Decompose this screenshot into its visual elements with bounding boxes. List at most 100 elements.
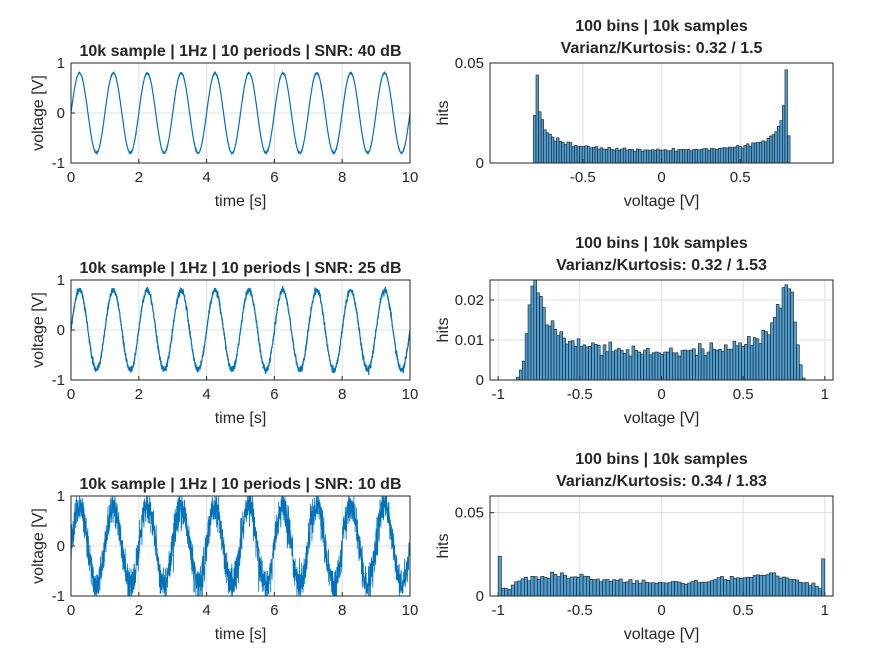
histogram-bar: [556, 335, 561, 380]
histogram-bar: [625, 581, 630, 596]
histogram-bar: [579, 346, 584, 380]
histogram-bar: [530, 576, 535, 596]
histogram-bar: [744, 344, 748, 380]
histogram-bar: [501, 587, 505, 596]
histogram-bar: [723, 579, 728, 596]
x-tick-label: 10: [402, 602, 419, 619]
histogram-bar: [618, 578, 623, 596]
histogram-bar: [635, 580, 639, 596]
y-axis-label: hits: [435, 318, 452, 343]
histogram-bar: [677, 581, 682, 596]
histogram-bar: [568, 340, 572, 380]
histogram-bar: [605, 579, 610, 596]
histogram-bar: [523, 576, 528, 596]
histogram-bar: [559, 331, 563, 380]
histogram-bar: [664, 582, 669, 596]
histogram-bar: [729, 348, 734, 380]
chart-title-line-2: Varianz/Kurtosis: 0.32 / 1.53: [556, 257, 767, 274]
y-axis-label: voltage [V]: [30, 292, 47, 368]
histogram-bar: [674, 581, 679, 596]
histogram-bar: [771, 134, 775, 163]
histogram-bar: [635, 148, 639, 163]
histogram-bars: [516, 280, 806, 380]
x-tick-label: 0: [657, 386, 665, 403]
histogram-bar: [693, 580, 698, 596]
histogram-bar: [720, 147, 724, 163]
histogram-bar: [566, 141, 570, 163]
histogram-bar: [573, 346, 578, 380]
histogram-bar: [680, 350, 685, 380]
histogram-bar: [527, 304, 532, 380]
histogram-bar: [630, 149, 634, 163]
histogram-bar: [715, 149, 719, 163]
histogram-bar: [817, 588, 822, 596]
histogram-bar: [551, 136, 555, 163]
histogram-bar: [631, 345, 636, 380]
chart-title-line-2: Varianz/Kurtosis: 0.32 / 1.5: [561, 40, 763, 57]
y-tick-label: 0: [57, 322, 65, 339]
histogram-bar: [641, 579, 646, 596]
histogram-bar: [536, 292, 540, 380]
histogram-bar: [520, 578, 525, 596]
histogram-bar: [698, 343, 702, 380]
histogram-bar: [717, 148, 722, 163]
histogram-bar: [767, 334, 771, 380]
subplot-6: -1 -0.5 0 0.5 1 0 0.05 voltage [V] hits 100 bins …: [435, 451, 834, 643]
histogram-bar: [602, 148, 606, 163]
histogram-bar: [604, 148, 609, 163]
histogram-bar: [721, 350, 725, 380]
histogram-bar: [546, 578, 551, 596]
histogram-bar: [793, 321, 797, 380]
histogram-bar: [615, 148, 619, 163]
histogram-bar: [695, 354, 699, 380]
histogram-bar: [733, 577, 737, 596]
histogram-bar: [795, 579, 800, 596]
histogram-bar: [778, 307, 783, 380]
histogram-bar: [814, 585, 819, 596]
y-axis-label: voltage [V]: [30, 75, 47, 151]
histogram-bar: [602, 579, 607, 596]
histogram-bar: [666, 150, 670, 163]
signal-line: [71, 285, 410, 376]
histogram-bar: [628, 149, 632, 163]
histogram-bar: [553, 328, 558, 380]
histogram-bar: [533, 576, 538, 596]
histogram-bar: [574, 145, 578, 163]
histogram-bar: [608, 581, 613, 596]
histogram-bar: [588, 346, 592, 380]
histogram-bar: [755, 574, 760, 596]
histogram-bar: [530, 285, 535, 380]
histogram-bar: [743, 145, 747, 163]
histogram-bar: [713, 579, 718, 596]
histogram-bar: [640, 150, 645, 163]
histogram-bar: [561, 141, 565, 163]
x-axis-label: voltage [V]: [624, 410, 700, 427]
histogram-bar: [683, 349, 688, 380]
histogram-bar: [787, 135, 791, 163]
histogram-bar: [612, 579, 617, 596]
x-tick-label: 1: [821, 602, 829, 619]
histogram-bar: [748, 145, 752, 163]
histogram-bar: [599, 147, 604, 163]
histogram-bar: [703, 354, 708, 380]
histogram-bar: [670, 581, 675, 596]
histogram-bar: [638, 148, 642, 163]
x-tick-label: 6: [270, 169, 278, 186]
histogram-bar: [539, 296, 543, 380]
histogram-bar: [791, 579, 796, 596]
histogram-bar: [582, 344, 587, 380]
histogram-bar: [608, 341, 613, 380]
x-tick-label: 4: [202, 169, 210, 186]
histogram-bar: [545, 132, 550, 163]
x-axis-label: voltage [V]: [624, 193, 700, 210]
histogram-bar: [723, 344, 728, 380]
x-tick-label: 6: [270, 386, 278, 403]
histogram-bar: [674, 150, 678, 163]
histogram-bar: [553, 140, 557, 163]
histogram-bar: [504, 588, 509, 596]
histogram-bar: [710, 580, 715, 596]
histogram-bar: [605, 351, 610, 380]
